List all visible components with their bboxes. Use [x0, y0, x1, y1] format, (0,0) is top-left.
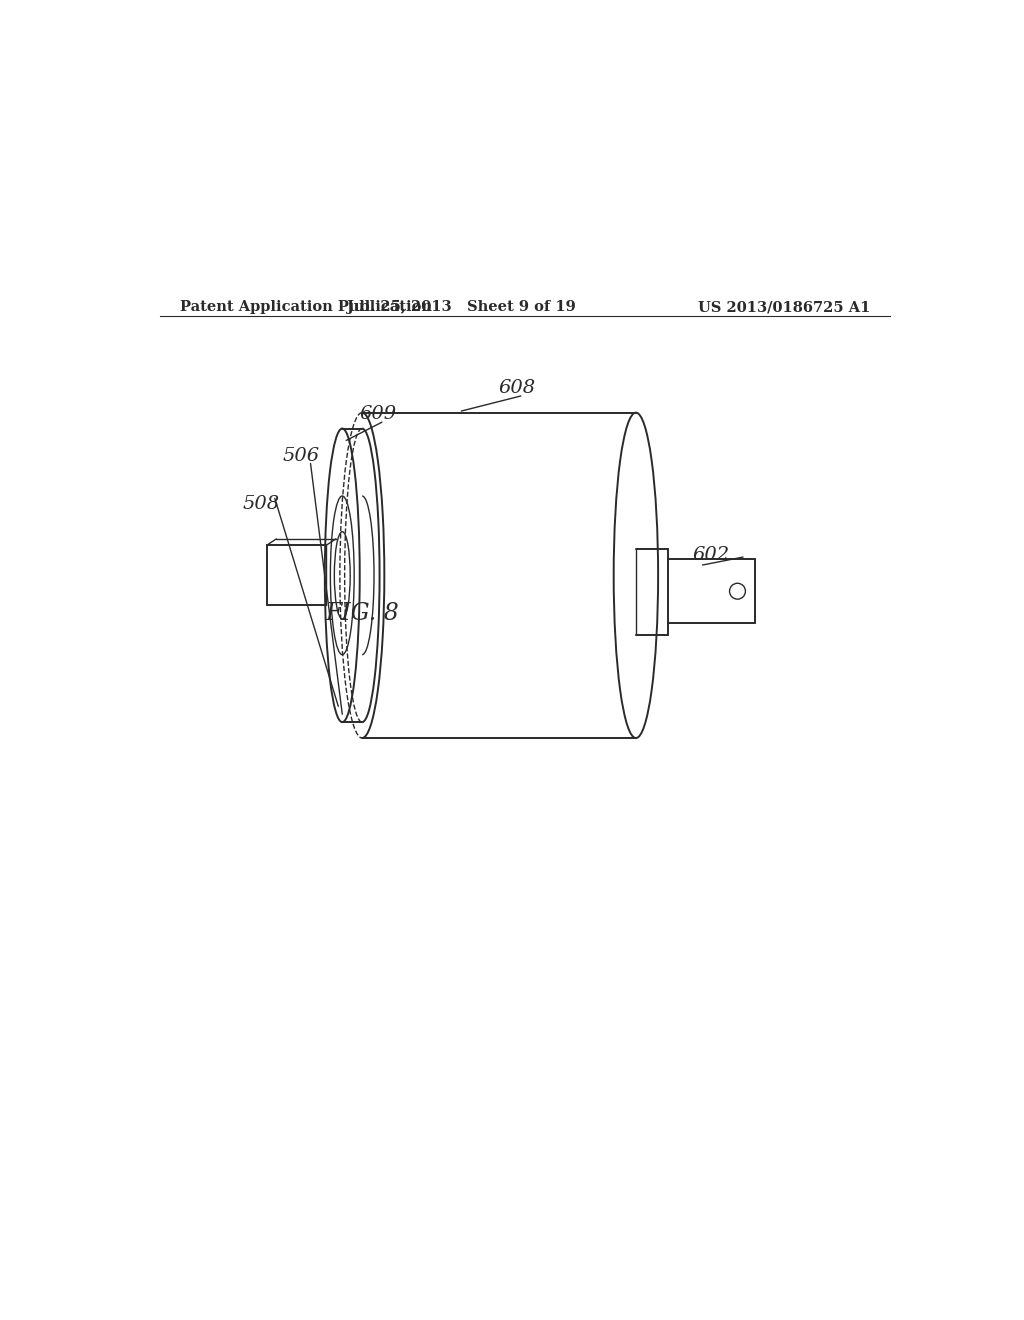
Text: Jul. 25, 2013   Sheet 9 of 19: Jul. 25, 2013 Sheet 9 of 19 [347, 300, 575, 314]
Text: Patent Application Publication: Patent Application Publication [179, 300, 431, 314]
Text: 508: 508 [243, 495, 280, 513]
Text: 506: 506 [283, 447, 319, 465]
Text: 608: 608 [499, 379, 536, 397]
Text: 602: 602 [692, 546, 730, 565]
Text: 609: 609 [359, 405, 396, 424]
Text: FIG. 8: FIG. 8 [326, 602, 399, 624]
Text: US 2013/0186725 A1: US 2013/0186725 A1 [697, 300, 870, 314]
